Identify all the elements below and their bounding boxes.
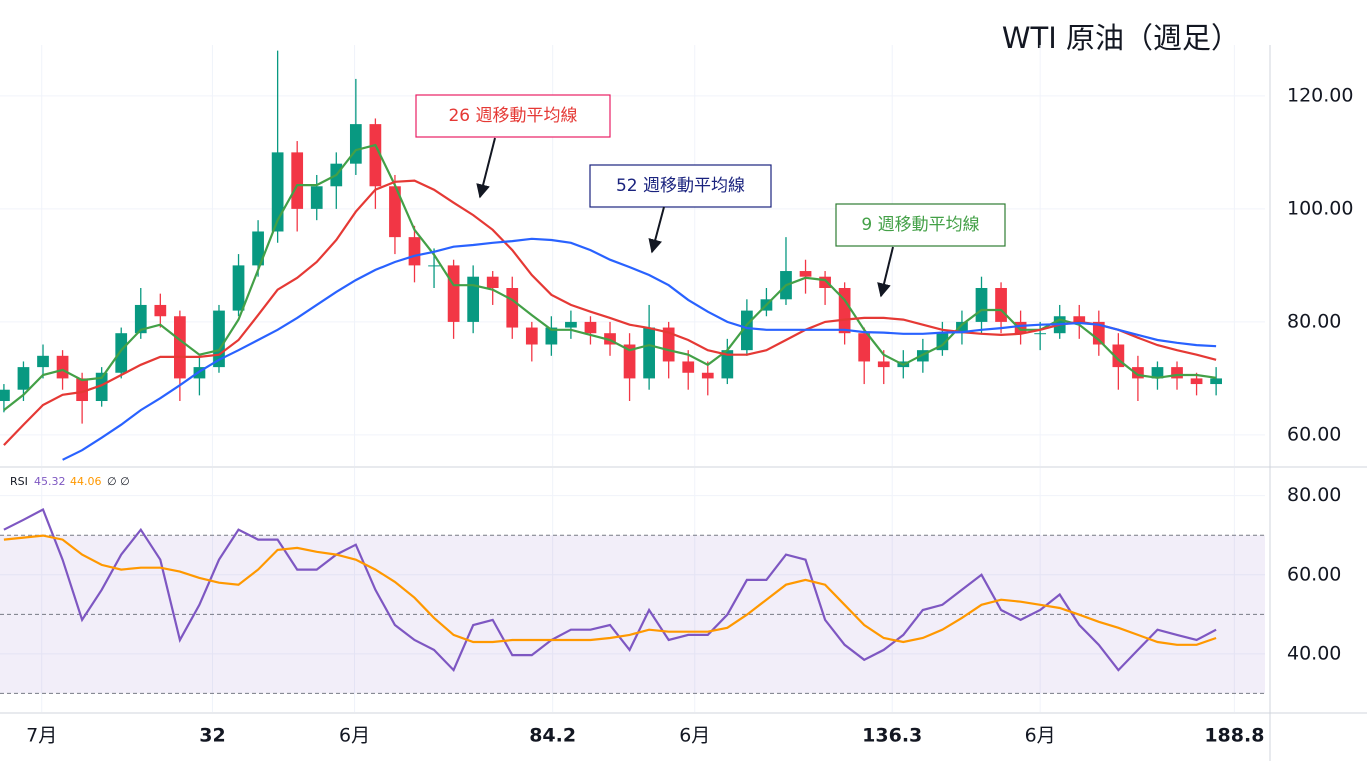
annotation-arrow [877,246,894,298]
x-tick-label: 6月 [1025,725,1056,747]
annotation-box [589,164,772,208]
x-tick-label: 136.3 [862,725,922,747]
line-series [3,179,1217,446]
candle-body [858,333,871,362]
candle-body [936,333,949,351]
annotation-text: 52 週移動平均線 [616,176,745,196]
candle-body [1073,316,1086,322]
candle-body [389,186,401,238]
x-tick-label: 84.2 [529,725,576,747]
line-series [62,237,1217,461]
line-series [3,143,1217,411]
candle-body [271,152,284,232]
candle-body [956,321,968,334]
candle-body [1171,367,1183,379]
candle-body [995,287,1007,322]
x-tick-label: 6月 [679,725,710,747]
candle-body [799,271,812,277]
annotation-text: 26 週移動平均線 [448,106,577,126]
y-tick-label: 60.00 [1287,563,1341,585]
candle-body [1190,378,1203,385]
candle-body [37,355,49,368]
candle-body [115,333,128,373]
candle-body [0,389,10,402]
rsi-icons: ∅ ∅ [107,475,130,488]
candle-body [819,276,831,288]
rsi-value: 45.32 [34,475,66,488]
x-tick-label: 32 [199,725,225,747]
grid [0,45,1265,712]
candle-body [1034,333,1047,335]
candle-body [232,265,245,311]
annotation-text: 9 週移動平均線 [861,215,979,235]
y-tick-label: 120.00 [1287,84,1353,106]
annotation-box [835,203,1006,247]
candle-body [838,287,851,334]
y-tick-label: 60.00 [1287,423,1341,445]
candle-body [154,304,167,317]
candle-body [741,310,753,351]
candle-body [134,304,147,334]
candle-body [486,276,499,288]
candle-body [565,321,577,328]
candle-body [252,231,264,266]
candle-body [95,372,108,402]
candle-body [682,361,695,373]
annotation-arrow [648,206,665,254]
candle-body [428,265,440,267]
candle-body [1210,378,1222,385]
candle-body [1014,321,1027,334]
candle-body [56,355,69,379]
candle-body [1151,367,1164,379]
annotation-arrow [476,137,496,199]
candle-body [545,327,558,345]
candle-body [701,372,714,379]
candle-body [525,327,538,345]
line-series [3,534,1217,646]
candle-body [662,327,675,362]
line-series [3,507,1217,673]
candle-body [467,276,480,322]
candle-body [291,152,304,209]
x-tick-label: 188.8 [1204,725,1264,747]
y-tick-label: 100.00 [1287,197,1353,219]
candle-body [17,367,30,390]
candle-body [623,344,636,379]
y-tick-label: 80.00 [1287,484,1341,506]
candle-body [213,310,225,368]
candle-body [1112,344,1125,368]
candle-body [408,237,421,266]
x-tick-label: 6月 [339,725,370,747]
chart-title: WTI 原油（週足） [1002,21,1240,55]
candle-body [369,124,382,187]
candle-body [1132,367,1144,379]
candle-body [1092,321,1105,345]
candle-body [174,316,186,379]
candle-body [584,321,597,334]
candle-body [721,350,734,379]
y-tick-label: 40.00 [1287,642,1341,664]
annotation-box [415,94,611,138]
candle-body [447,265,460,322]
candle-body [349,124,362,164]
candle-body [604,333,616,345]
candle-body [506,287,519,328]
candle-body [643,327,655,379]
candle-body [76,378,88,402]
candle-body [310,186,323,209]
candle-body [975,287,988,322]
rsi-label: RSI [10,475,28,488]
rsi-ma-value: 44.06 [70,475,102,488]
y-tick-label: 80.00 [1287,310,1341,332]
x-tick-label: 7月 [26,725,57,747]
candle-body [877,361,890,368]
